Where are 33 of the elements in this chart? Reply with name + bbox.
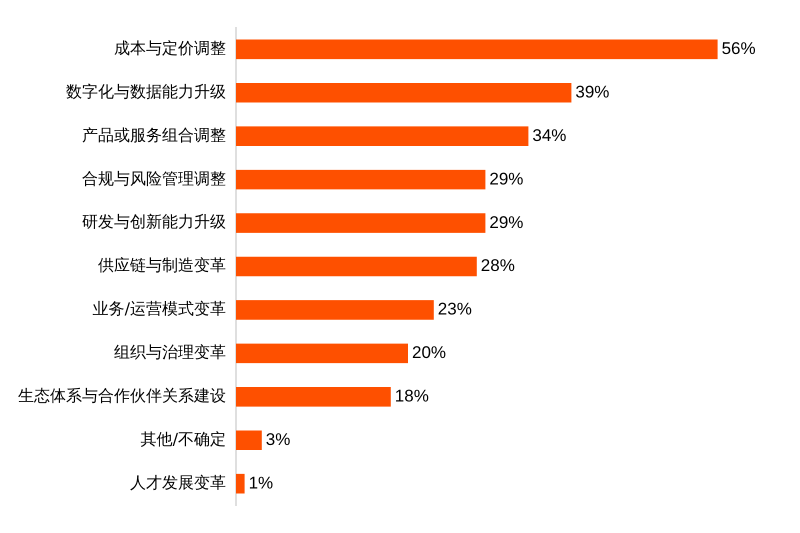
bar	[236, 170, 486, 190]
y-tick-label: 产品或服务组合调整	[82, 125, 226, 144]
y-tick-label: 研发与创新能力升级	[82, 212, 226, 232]
data-label: 23%	[438, 300, 472, 319]
bar	[236, 256, 477, 276]
bar	[236, 300, 434, 320]
data-label: 3%	[266, 430, 290, 449]
bar	[236, 344, 408, 364]
data-label: 28%	[480, 256, 515, 276]
data-label: 56%	[722, 39, 756, 58]
y-tick-label: 人才发展变革	[130, 472, 226, 492]
bar	[236, 387, 391, 407]
bar	[236, 430, 262, 450]
data-label: 18%	[394, 386, 429, 406]
data-label: 29%	[489, 169, 524, 188]
bar	[236, 213, 486, 233]
y-tick-label: 其他/不确定	[140, 429, 226, 448]
bar	[236, 474, 245, 494]
y-tick-label: 合规与风险管理调整	[82, 168, 226, 188]
data-label: 34%	[532, 126, 566, 145]
y-tick-label: 供应链与制造变革	[98, 256, 226, 275]
y-tick-label: 生态体系与合作伙伴关系建设	[18, 386, 226, 405]
bar	[236, 82, 572, 103]
y-tick-label: 数字化与数据能力升级	[66, 82, 226, 101]
data-label: 1%	[248, 473, 274, 492]
y-tick-label: 成本与定价调整	[114, 38, 226, 58]
data-label: 29%	[489, 212, 524, 232]
y-tick-label: 组织与治理变革	[114, 342, 226, 362]
data-label: 20%	[412, 343, 446, 362]
data-label: 39%	[575, 82, 610, 102]
bar	[236, 40, 718, 60]
bar	[236, 126, 528, 146]
y-tick-label: 业务/运营模式变革	[92, 299, 226, 318]
